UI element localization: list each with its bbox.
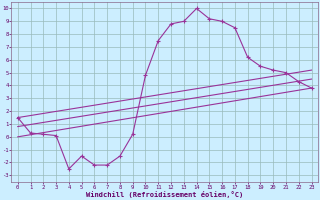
- X-axis label: Windchill (Refroidissement éolien,°C): Windchill (Refroidissement éolien,°C): [86, 191, 243, 198]
